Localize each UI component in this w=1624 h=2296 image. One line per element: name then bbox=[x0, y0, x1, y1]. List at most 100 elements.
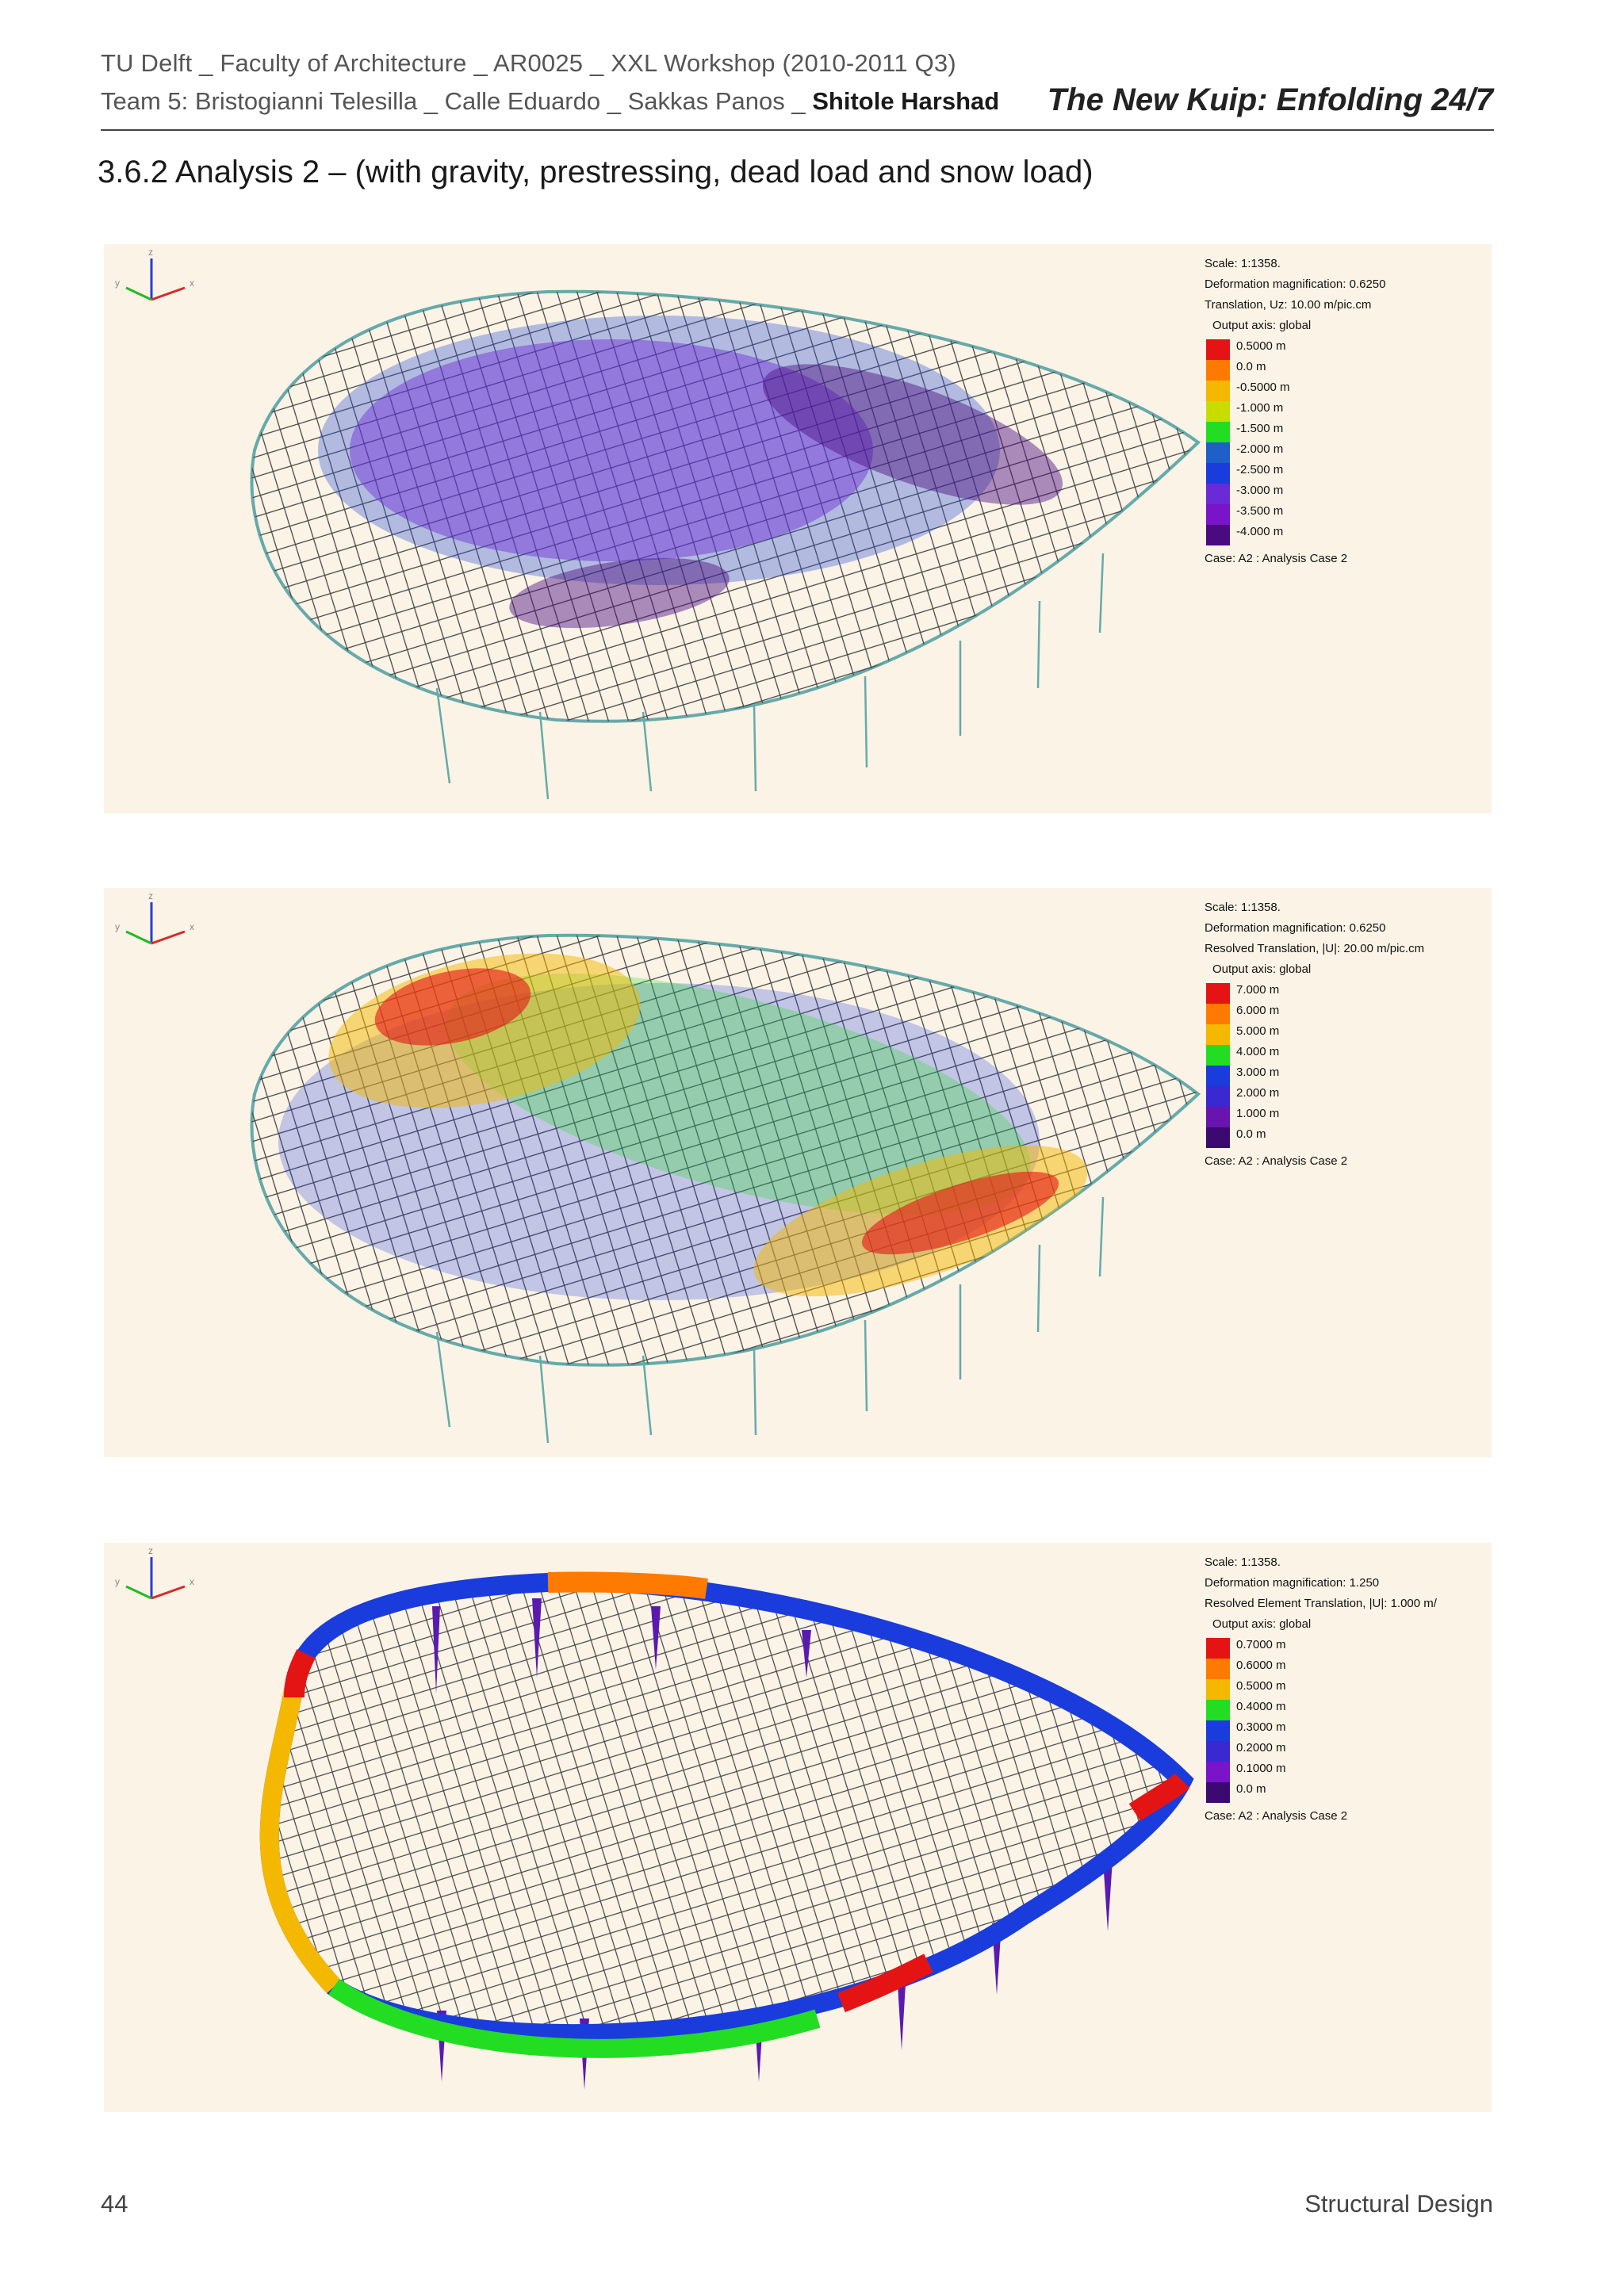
legend-value-label: -0.5000 m bbox=[1236, 381, 1290, 394]
legend-swatch bbox=[1206, 401, 1230, 422]
legend-entry: 0.1000 m bbox=[1205, 1758, 1437, 1782]
legend-value-label: 0.1000 m bbox=[1236, 1762, 1286, 1775]
ring-segment-south bbox=[328, 1979, 821, 2058]
legend-swatch bbox=[1206, 983, 1230, 1004]
legend-value-label: 2.000 m bbox=[1236, 1086, 1280, 1100]
legend-quantity: Resolved Element Translation, |U|: 1.000… bbox=[1205, 1597, 1437, 1610]
legend-swatch bbox=[1206, 1107, 1230, 1127]
legend-value-label: 0.0 m bbox=[1236, 1782, 1266, 1796]
triad-y-label: y bbox=[115, 277, 120, 289]
legend-case: Case: A2 : Analysis Case 2 bbox=[1205, 1154, 1348, 1168]
legend-value-label: 0.0 m bbox=[1236, 360, 1266, 373]
displacement-contour-nodes bbox=[318, 316, 1063, 629]
triad-x-label: x bbox=[190, 921, 194, 932]
legend-quantity: Translation, Uz: 10.00 m/pic.cm bbox=[1205, 298, 1372, 312]
team-member-highlighted: Shitole Harshad bbox=[812, 87, 1000, 115]
legend-axis: Output axis: global bbox=[1212, 1617, 1312, 1631]
triad-z-label: z bbox=[148, 1545, 153, 1556]
roof-mesh-plot-1 bbox=[250, 289, 1201, 800]
legend-swatch bbox=[1206, 525, 1230, 545]
legend-value-label: -2.500 m bbox=[1236, 463, 1284, 476]
legend-swatch bbox=[1206, 504, 1230, 525]
legend-value-label: 7.000 m bbox=[1236, 983, 1280, 997]
roof-ring-plot-3 bbox=[259, 1571, 1194, 2090]
legend-value-label: 5.000 m bbox=[1236, 1024, 1280, 1038]
legend-entry: 3.000 m bbox=[1205, 1062, 1424, 1086]
legend-value-label: -2.000 m bbox=[1236, 442, 1284, 456]
legend-entry: 0.0 m bbox=[1205, 357, 1385, 381]
legend-magnification: Deformation magnification: 0.6250 bbox=[1205, 277, 1386, 291]
color-scale: 0.7000 m 0.6000 m 0.5000 m 0.4000 m 0.3000 m… bbox=[1205, 1635, 1437, 1803]
legend-entry: -3.500 m bbox=[1205, 501, 1385, 525]
legend-value-label: -1.000 m bbox=[1236, 401, 1284, 415]
legend-value-label: 1.000 m bbox=[1236, 1107, 1280, 1120]
support-columns bbox=[435, 1196, 1105, 1444]
triad-z-label: z bbox=[148, 247, 153, 258]
axis-triad: z y x bbox=[115, 247, 194, 301]
legend-value-label: 0.5000 m bbox=[1236, 1679, 1286, 1693]
legend-entry: 0.7000 m bbox=[1205, 1635, 1437, 1659]
legend-case: Case: A2 : Analysis Case 2 bbox=[1205, 552, 1348, 565]
legend-swatch bbox=[1206, 381, 1230, 401]
legend-panel-3: Scale: 1:1358. Deformation magnification… bbox=[1205, 1552, 1437, 1827]
legend-value-label: 3.000 m bbox=[1236, 1066, 1280, 1079]
legend-entry: -2.000 m bbox=[1205, 439, 1385, 463]
legend-quantity: Resolved Translation, |U|: 20.00 m/pic.c… bbox=[1205, 942, 1425, 955]
footer-section-name: Structural Design bbox=[1304, 2190, 1493, 2218]
document-title: The New Kuip: Enfolding 24/7 bbox=[1047, 82, 1493, 117]
legend-entry: 4.000 m bbox=[1205, 1042, 1424, 1066]
color-scale: 0.5000 m 0.0 m -0.5000 m -1.000 m -1.500 m -2… bbox=[1205, 336, 1385, 545]
legend-entry: 0.0 m bbox=[1205, 1779, 1437, 1803]
legend-swatch bbox=[1206, 1720, 1230, 1741]
ring-segment-nw bbox=[284, 1649, 316, 1698]
legend-value-label: 0.3000 m bbox=[1236, 1720, 1286, 1734]
color-scale: 7.000 m 6.000 m 5.000 m 4.000 m 3.000 m 2.000… bbox=[1205, 980, 1424, 1148]
legend-swatch bbox=[1206, 1741, 1230, 1762]
legend-entry: -3.000 m bbox=[1205, 480, 1385, 504]
support-columns bbox=[435, 553, 1105, 800]
legend-entry: 0.5000 m bbox=[1205, 336, 1385, 360]
header-divider bbox=[101, 129, 1494, 131]
legend-value-label: 0.7000 m bbox=[1236, 1638, 1286, 1651]
legend-entry: 5.000 m bbox=[1205, 1021, 1424, 1045]
legend-value-label: -4.000 m bbox=[1236, 525, 1284, 538]
legend-swatch bbox=[1206, 1638, 1230, 1659]
legend-value-label: -1.500 m bbox=[1236, 422, 1284, 435]
page-number: 44 bbox=[101, 2190, 128, 2218]
roof-mesh-plot-2 bbox=[250, 933, 1201, 1444]
legend-swatch bbox=[1206, 1086, 1230, 1107]
legend-entry: 0.5000 m bbox=[1205, 1676, 1437, 1700]
legend-magnification: Deformation magnification: 0.6250 bbox=[1205, 921, 1386, 935]
legend-swatch bbox=[1206, 1024, 1230, 1045]
legend-axis: Output axis: global bbox=[1212, 319, 1312, 332]
legend-value-label: 4.000 m bbox=[1236, 1045, 1280, 1058]
legend-value-label: 6.000 m bbox=[1236, 1004, 1280, 1017]
legend-scale: Scale: 1:1358. bbox=[1205, 257, 1281, 270]
legend-swatch bbox=[1206, 1700, 1230, 1720]
legend-swatch bbox=[1206, 484, 1230, 504]
ring-segment-tip bbox=[1128, 1773, 1190, 1821]
legend-scale: Scale: 1:1358. bbox=[1205, 901, 1281, 914]
legend-magnification: Deformation magnification: 1.250 bbox=[1205, 1576, 1380, 1590]
legend-swatch bbox=[1206, 463, 1230, 484]
triad-y-label: y bbox=[115, 921, 120, 932]
legend-entry: -4.000 m bbox=[1205, 522, 1385, 545]
legend-swatch bbox=[1206, 360, 1230, 381]
legend-entry: 2.000 m bbox=[1205, 1083, 1424, 1107]
legend-entry: 0.2000 m bbox=[1205, 1738, 1437, 1762]
legend-scale: Scale: 1:1358. bbox=[1205, 1556, 1281, 1569]
legend-swatch bbox=[1206, 1127, 1230, 1148]
legend-swatch bbox=[1206, 339, 1230, 360]
legend-entry: -2.500 m bbox=[1205, 460, 1385, 484]
legend-value-label: -3.500 m bbox=[1236, 504, 1284, 518]
triad-x-label: x bbox=[190, 1576, 194, 1587]
legend-swatch bbox=[1206, 1782, 1230, 1803]
triad-y-label: y bbox=[115, 1576, 120, 1587]
legend-entry: 1.000 m bbox=[1205, 1104, 1424, 1127]
legend-entry: -0.5000 m bbox=[1205, 377, 1385, 401]
analysis-figure-uz: Scale: 1:1358. Deformation magnification… bbox=[104, 244, 1492, 813]
ring-segment-west bbox=[259, 1684, 341, 1994]
legend-entry: 0.0 m bbox=[1205, 1124, 1424, 1148]
legend-case: Case: A2 : Analysis Case 2 bbox=[1205, 1809, 1348, 1823]
triad-x-label: x bbox=[190, 277, 194, 289]
